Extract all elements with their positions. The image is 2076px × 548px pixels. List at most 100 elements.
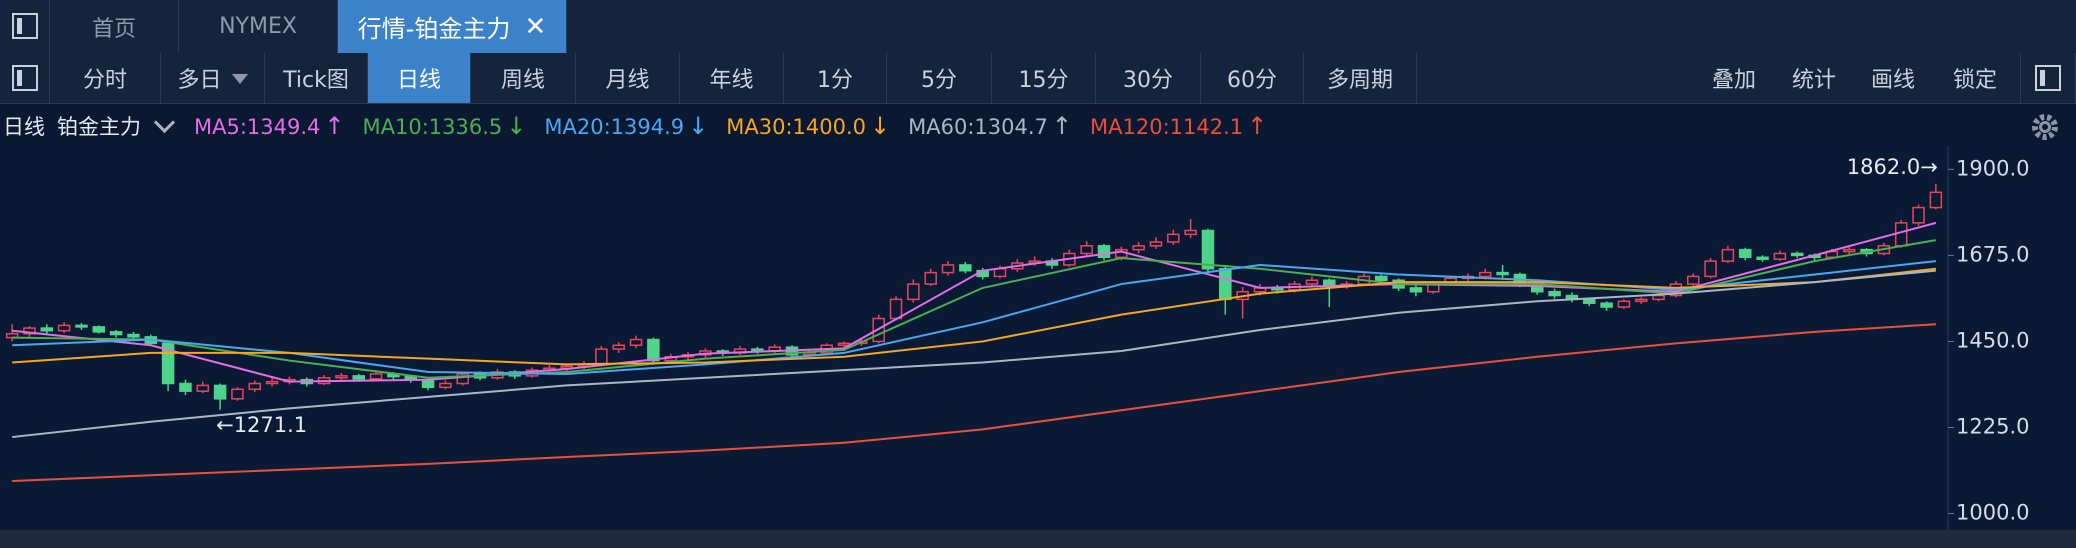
ma-line [12,269,1936,439]
button-label: 月线 [605,68,650,93]
candle-body [439,382,452,389]
close-icon[interactable]: ✕ [524,11,547,42]
tool-button[interactable]: 叠加 [1694,53,1774,103]
candle-body [23,327,36,335]
candle-body [1479,271,1492,278]
candle-body [1842,248,1856,253]
y-tick-label: 1225.0 [1956,414,2029,438]
button-label: 叠加 [1711,68,1756,93]
button-label: 年线 [709,68,754,93]
tool-button[interactable]: 画线 [1853,53,1933,103]
candle-body [1167,233,1180,243]
y-tick-label: 1000.0 [1956,501,2029,525]
y-tick-label: 1900.0 [1956,156,2029,180]
candle-body [1080,245,1093,255]
candle-body [941,264,955,274]
candle-body [352,375,366,380]
candle-body [612,344,625,350]
period-button[interactable]: 多日 [161,53,265,103]
legend-prefix: 铂金主力 [57,115,141,139]
period-button[interactable]: 5分 [887,53,992,103]
candle-body [1305,279,1319,285]
tab[interactable]: NYMEX [179,0,338,53]
candle-body [1790,252,1804,257]
period-button[interactable]: 分时 [50,53,161,103]
candle-body [629,338,643,347]
candle-body [1704,260,1717,278]
candle-body [1375,275,1388,281]
panel-toggle-right[interactable] [2020,53,2076,103]
period-button[interactable]: 30分 [1096,53,1201,103]
period-button[interactable]: 多周期 [1304,53,1417,103]
candle-body [1721,248,1735,262]
candle-body [1756,256,1769,260]
sidebar-toggle[interactable] [0,0,50,53]
candle-body [1600,302,1613,308]
candle-body [1652,294,1665,301]
candle-body [335,375,348,379]
y-tick-label: 1450.0 [1956,328,2029,352]
ma-line [12,267,1936,366]
candle-body [1617,300,1631,308]
legend-item: MA30:1400.0 ↓ [726,112,890,140]
candle-body [109,331,123,336]
y-tick-label: 1675.0 [1956,242,2029,266]
legend-label: MA30:1400.0 [726,115,867,139]
period-button[interactable]: 15分 [992,53,1096,103]
period-button[interactable]: 月线 [576,53,680,103]
period-button[interactable]: 日线 [368,53,471,103]
tab[interactable]: 行情-铂金主力 ✕ [338,0,567,53]
button-label: 60分 [1227,68,1277,93]
button-label: 5分 [921,68,957,93]
period-button[interactable]: Tick图 [265,53,368,103]
period-button[interactable]: 1分 [784,53,887,103]
legend-item: MA10:1336.5 ↓ [363,112,527,140]
button-label: 锁定 [1952,68,1997,93]
legend-item: MA20:1394.9 ↓ [544,112,708,140]
candle-body [369,373,383,380]
legend-arrow: ↑ [324,112,345,140]
legend-label: MA5:1349.4 [194,115,321,139]
dropdown-caret [231,74,248,92]
settings-icon[interactable] [2030,112,2060,142]
period-button[interactable]: 60分 [1201,53,1304,103]
legend-label: MA60:1304.7 [908,115,1048,139]
legend-arrow: ↑ [1051,112,1073,140]
candle-body [924,271,937,285]
legend-prefix: 日线 [3,115,45,139]
legend-label: MA10:1336.5 [362,115,503,139]
candle-body [1686,275,1700,285]
candle-body [179,382,192,392]
candle-body [248,382,262,391]
candle-body [1894,222,1908,247]
candle-body [889,298,903,320]
legend-item: MA120:1142.1 ↑ [1090,112,1267,140]
panel-toggle[interactable] [0,53,50,103]
legend-label: MA20:1394.9 [544,115,685,139]
button-label: 30分 [1123,68,1173,93]
candle-body [1548,290,1561,297]
legend: 日线 铂金主力 MA5:1349.4 ↑ MA10:1336.5 ↓ MA20:1394.9… [3,106,1273,146]
high-label: 1862.0→ [1847,155,1938,179]
legend-item: MA60:1304.7 ↑ [908,112,1072,140]
tool-button[interactable]: 统计 [1774,53,1854,103]
candle-body [1738,248,1752,259]
tab[interactable]: 首页 [50,0,179,53]
candle-body [1097,245,1111,259]
candle-body [959,264,972,272]
dropdown-chevron[interactable] [153,111,176,133]
candle-body [1929,191,1943,209]
button-label: 多日 [177,68,222,93]
period-button[interactable]: 年线 [680,53,784,103]
candle-body [1496,271,1509,276]
period-button[interactable]: 周线 [471,53,576,103]
button-label: 周线 [500,68,545,93]
candle-body [1582,298,1596,304]
tool-button[interactable]: 锁定 [1935,53,2015,103]
candle-body [196,384,210,392]
candle-body [1912,206,1925,224]
ma-line [12,260,1936,375]
candle-body [92,326,106,333]
candle-body [1409,287,1423,293]
